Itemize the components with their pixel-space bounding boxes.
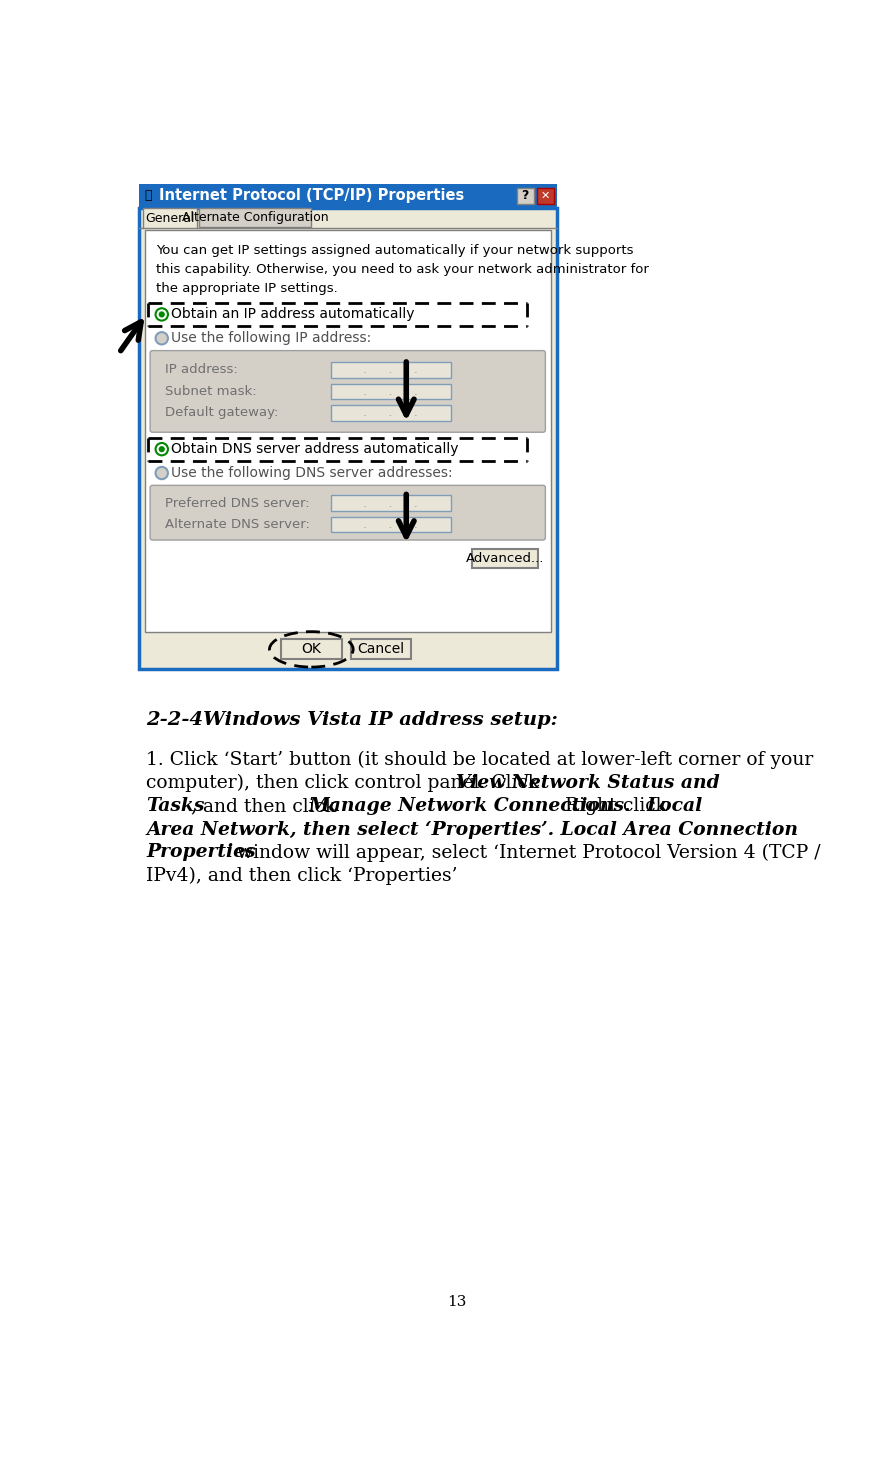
Text: Use the following IP address:: Use the following IP address: xyxy=(171,331,372,346)
Text: Alternate Configuration: Alternate Configuration xyxy=(182,211,329,223)
FancyBboxPatch shape xyxy=(143,208,198,228)
Bar xyxy=(331,405,451,421)
Bar xyxy=(517,188,534,204)
Text: .     .     .: . . . xyxy=(364,384,418,398)
Text: View Network Status and: View Network Status and xyxy=(455,774,719,792)
Bar xyxy=(331,517,451,532)
Text: Tasks: Tasks xyxy=(146,797,205,816)
Text: 1. Click ‘Start’ button (it should be located at lower-left corner of your: 1. Click ‘Start’ button (it should be lo… xyxy=(146,751,813,769)
Text: Advanced...: Advanced... xyxy=(465,551,544,565)
Text: Use the following DNS server addresses:: Use the following DNS server addresses: xyxy=(171,466,453,480)
Text: Obtain DNS server address automatically: Obtain DNS server address automatically xyxy=(171,442,459,457)
Text: ✕: ✕ xyxy=(541,191,550,201)
Text: 13: 13 xyxy=(447,1295,466,1308)
Text: OK: OK xyxy=(301,643,322,656)
Text: Preferred DNS server:: Preferred DNS server: xyxy=(165,497,309,510)
Text: You can get IP settings assigned automatically if your network supports
this cap: You can get IP settings assigned automat… xyxy=(156,244,649,294)
Circle shape xyxy=(159,312,165,318)
Text: Alternate DNS server:: Alternate DNS server: xyxy=(165,519,310,531)
Circle shape xyxy=(159,446,165,452)
Text: Internet Protocol (TCP/IP) Properties: Internet Protocol (TCP/IP) Properties xyxy=(159,188,464,204)
Text: window will appear, select ‘Internet Protocol Version 4 (TCP /: window will appear, select ‘Internet Pro… xyxy=(231,844,821,862)
Bar xyxy=(138,183,557,208)
Text: General: General xyxy=(145,211,195,225)
Bar xyxy=(331,384,451,399)
Text: 🌐: 🌐 xyxy=(144,189,152,202)
Text: ?: ? xyxy=(521,189,529,202)
FancyBboxPatch shape xyxy=(150,485,545,539)
Text: Properties: Properties xyxy=(146,844,256,862)
Text: Subnet mask:: Subnet mask: xyxy=(165,384,257,398)
Circle shape xyxy=(156,333,168,344)
Text: .     .     .: . . . xyxy=(364,519,418,531)
Circle shape xyxy=(156,443,168,455)
Text: Cancel: Cancel xyxy=(357,643,405,656)
Text: computer), then click control panel. Click: computer), then click control panel. Cli… xyxy=(146,774,545,792)
FancyBboxPatch shape xyxy=(150,350,545,432)
Text: .     .     .: . . . xyxy=(364,497,418,510)
Circle shape xyxy=(156,467,168,479)
Text: Obtain an IP address automatically: Obtain an IP address automatically xyxy=(171,307,414,321)
Text: .     .     .: . . . xyxy=(364,406,418,420)
FancyBboxPatch shape xyxy=(199,208,311,226)
Text: .     .     .: . . . xyxy=(364,364,418,377)
Bar xyxy=(331,495,451,511)
Text: Manage Network Connections.: Manage Network Connections. xyxy=(308,797,631,816)
Text: Local: Local xyxy=(647,797,703,816)
Text: Right-click: Right-click xyxy=(559,797,673,816)
Text: Default gateway:: Default gateway: xyxy=(165,406,278,420)
Bar xyxy=(471,550,537,568)
Text: Area Network, then select ‘Properties’. Local Area Connection: Area Network, then select ‘Properties’. … xyxy=(146,820,798,838)
Bar xyxy=(138,208,557,668)
Bar xyxy=(281,640,341,659)
Text: , and then click: , and then click xyxy=(192,797,343,816)
Bar xyxy=(351,640,412,659)
Circle shape xyxy=(156,309,168,321)
Text: IPv4), and then click ‘Properties’: IPv4), and then click ‘Properties’ xyxy=(146,866,458,885)
Bar xyxy=(537,188,554,204)
Bar xyxy=(331,362,451,377)
Text: IP address:: IP address: xyxy=(165,364,238,377)
Text: 2-2-4Windows Vista IP address setup:: 2-2-4Windows Vista IP address setup: xyxy=(146,711,558,729)
Bar xyxy=(144,229,551,631)
